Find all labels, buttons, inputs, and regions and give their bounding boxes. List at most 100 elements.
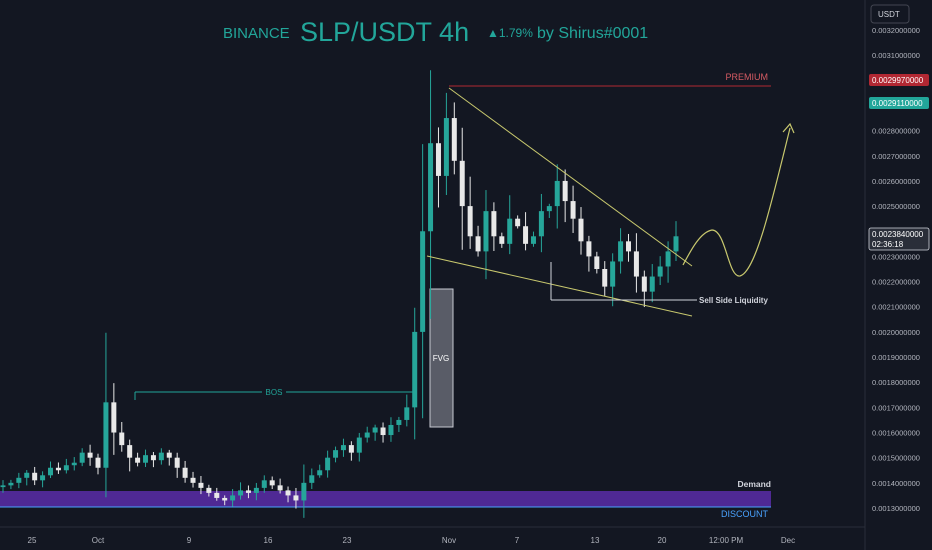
candle-body <box>150 455 156 461</box>
candle-body <box>32 472 38 481</box>
price-tick-label: 0.0017000000 <box>872 403 920 412</box>
candle-body <box>523 226 529 244</box>
high-price-text: 0.0029110000 <box>872 99 923 108</box>
candle-body <box>467 206 473 237</box>
candle-body <box>230 495 236 501</box>
candle-body <box>135 457 141 463</box>
candle-body <box>238 490 244 496</box>
currency-button[interactable] <box>870 4 910 24</box>
candle-body <box>269 480 275 486</box>
candle-body <box>673 236 679 252</box>
candle-body <box>261 480 267 488</box>
candle-body <box>554 180 560 207</box>
candle-body <box>333 450 339 458</box>
time-tick-label: Dec <box>781 536 795 545</box>
candle-body <box>396 419 402 425</box>
candle-body <box>483 211 489 252</box>
price-tick-label: 0.0026000000 <box>872 177 920 186</box>
candle-body <box>602 269 608 287</box>
candle-body <box>491 211 497 237</box>
price-tick-label: 0.0016000000 <box>872 429 920 438</box>
wedge-upper-line <box>448 87 693 267</box>
candle-body <box>594 256 600 269</box>
bos-label-bg <box>262 386 286 397</box>
candle-body <box>182 467 188 478</box>
premium-price-text: 0.0029970000 <box>872 76 924 85</box>
candle-body <box>206 487 212 493</box>
candle-body <box>372 427 378 433</box>
candle-body <box>63 465 69 471</box>
candle-body <box>515 218 521 227</box>
price-tick-label: 0.0027000000 <box>872 152 920 161</box>
candle-body <box>412 331 418 408</box>
price-tick-label: 0.0032000000 <box>872 26 920 35</box>
candle-body <box>0 485 6 488</box>
price-tick-label: 0.0013000000 <box>872 504 920 513</box>
candle-body <box>8 482 14 486</box>
premium-price-badge <box>869 74 929 86</box>
candle-body <box>657 266 663 277</box>
candle-body <box>87 452 93 458</box>
time-tick-label: Nov <box>442 536 456 545</box>
change-percent: ▲1.79% <box>487 26 533 40</box>
candles-group <box>0 70 679 518</box>
time-tick-label: 23 <box>343 536 352 545</box>
sell-side-liquidity-label: Sell Side Liquidity <box>699 296 768 305</box>
author-label: by Shirus#0001 <box>537 25 648 42</box>
premium-label: PREMIUM <box>726 72 769 82</box>
candle-body <box>499 236 505 244</box>
candle-body <box>79 452 85 463</box>
time-tick-label: Oct <box>92 536 105 545</box>
candle-body <box>356 437 362 453</box>
candle-body <box>380 427 386 436</box>
candle-body <box>649 276 655 292</box>
candle-body <box>570 201 576 219</box>
candle-body <box>143 455 149 463</box>
time-tick-label: 25 <box>28 536 37 545</box>
candle-body <box>71 462 77 466</box>
candle-body <box>111 402 117 433</box>
candle-body <box>610 261 616 287</box>
candle-body <box>127 445 133 458</box>
candle-body <box>562 180 568 202</box>
demand-zone <box>0 491 771 507</box>
candle-body <box>546 206 552 212</box>
candle-body <box>317 470 323 476</box>
candle-body <box>245 490 251 493</box>
candle-body <box>166 452 172 458</box>
time-tick-label: 9 <box>187 536 192 545</box>
time-tick-label: 20 <box>658 536 667 545</box>
candle-body <box>55 467 61 471</box>
candle-body <box>507 218 513 244</box>
candle-body <box>24 472 30 478</box>
candle-body <box>285 490 291 496</box>
price-tick-label: 0.0018000000 <box>872 378 920 387</box>
candle-body <box>364 432 370 438</box>
candle-body <box>48 467 54 476</box>
candle-body <box>665 251 671 267</box>
candle-body <box>475 236 481 252</box>
candle-body <box>103 402 109 468</box>
candle-body <box>340 445 346 451</box>
fvg-label: FVG <box>433 354 449 363</box>
bos-label: BOS <box>266 388 283 397</box>
candle-body <box>214 492 220 498</box>
candle-body <box>633 251 639 277</box>
candle-body <box>174 457 180 468</box>
candle-body <box>618 241 624 262</box>
candle-body <box>158 452 164 461</box>
candle-body <box>277 485 283 491</box>
candle-body <box>16 477 22 483</box>
projection-path <box>682 127 791 277</box>
candle-body <box>95 457 101 468</box>
last-price-text: 0.0023840000 <box>872 230 924 239</box>
demand-label: Demand <box>737 479 771 489</box>
time-ticks: 25 Oct 9 16 23 Nov 7 13 20 12:00 PM Dec <box>28 536 796 545</box>
price-tick-label: 0.0014000000 <box>872 479 920 488</box>
candle-body <box>625 241 631 252</box>
candle-body <box>538 211 544 237</box>
price-tick-label: 0.0028000000 <box>872 127 920 136</box>
fvg-box <box>429 288 454 428</box>
time-tick-label: 13 <box>591 536 600 545</box>
